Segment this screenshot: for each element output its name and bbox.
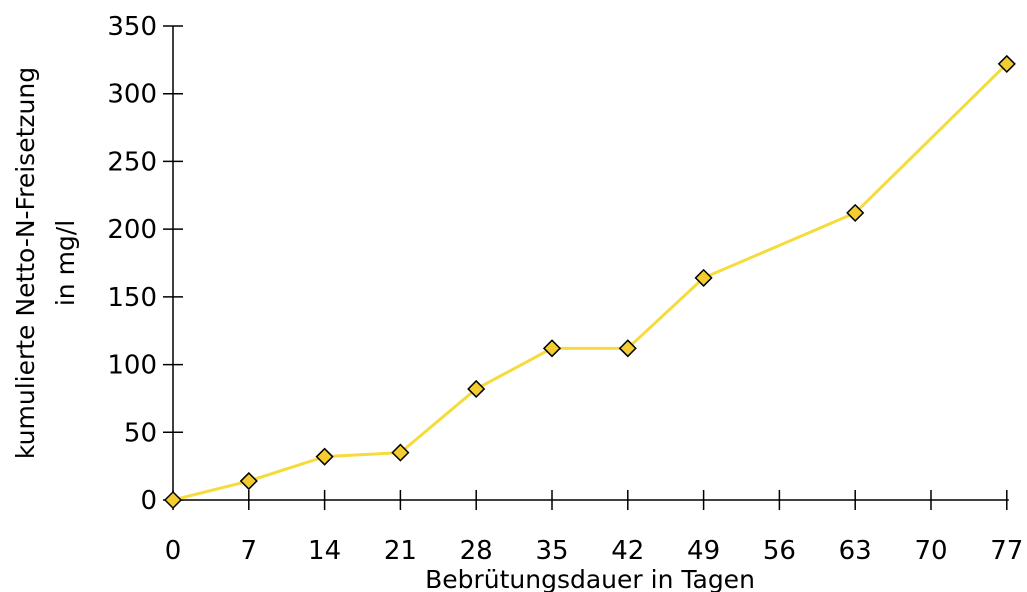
data-point-marker (467, 379, 486, 399)
data-point-marker (618, 339, 637, 358)
y-axis-ticks: 0 50 100 150 200 250 300 350 (107, 12, 183, 516)
x-tick-label: 49 (687, 536, 720, 566)
data-point-marker (542, 339, 562, 358)
x-tick-label: 56 (763, 536, 796, 566)
x-axis-ticks: 0 7 14 21 28 35 42 49 56 63 70 77 (165, 490, 1023, 566)
data-point-marker (239, 471, 258, 491)
x-tick-label: 70 (914, 536, 947, 566)
y-tick-label: 300 (107, 80, 157, 110)
x-tick-label: 35 (535, 536, 568, 566)
data-point-marker (315, 447, 334, 466)
series-line (172, 62, 1008, 502)
y-tick-label: 100 (107, 351, 157, 381)
y-tick-label: 150 (107, 283, 157, 313)
x-tick-label: 0 (165, 536, 182, 566)
data-point-marker (391, 443, 410, 462)
x-tick-label: 28 (460, 536, 493, 566)
y-axis-title-line-1: kumulierte Netto-N-Freisetzung (11, 67, 40, 459)
y-tick-label: 250 (107, 147, 157, 177)
data-point-marker (846, 203, 865, 222)
x-axis-title: Bebrütungsdauer in Tagen (425, 565, 755, 592)
y-tick-label: 0 (140, 486, 157, 516)
data-point-marker (997, 54, 1016, 73)
series-layer (163, 54, 1016, 510)
axes: 0 50 100 150 200 250 300 350 0 7 14 21 28 35 42 49 56 63… (107, 12, 1023, 566)
y-tick-label: 350 (107, 12, 157, 42)
x-tick-label: 21 (384, 536, 417, 566)
x-tick-label: 42 (611, 536, 644, 566)
y-tick-label: 200 (107, 215, 157, 245)
x-tick-label: 14 (308, 536, 341, 566)
y-axis-title: kumulierte Netto-N-Freisetzung in mg/l (11, 67, 80, 459)
x-tick-label: 77 (990, 536, 1023, 566)
data-point-marker (694, 268, 713, 287)
x-tick-label: 7 (241, 536, 258, 566)
y-tick-label: 50 (124, 418, 157, 448)
data-point-marker (163, 490, 183, 510)
y-axis-title-line-2: in mg/l (51, 220, 80, 306)
axis-titles: Bebrütungsdauer in Tagen kumulierte Nett… (11, 67, 755, 592)
x-tick-label: 63 (839, 536, 872, 566)
